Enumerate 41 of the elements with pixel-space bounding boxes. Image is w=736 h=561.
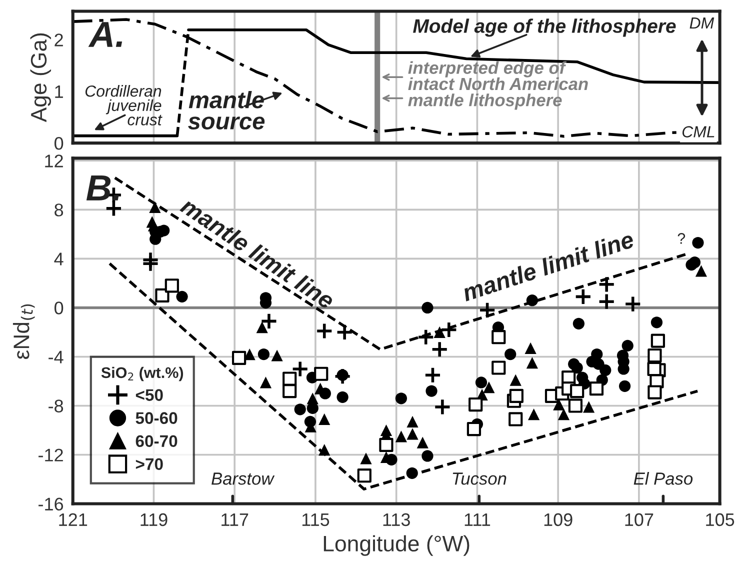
x-axis-title: Longitude (°W) <box>324 535 470 556</box>
annotation: ? <box>678 233 686 244</box>
x-tick-label: 121 <box>59 513 88 526</box>
x-tick-label: 115 <box>302 513 330 526</box>
y-tick-label: -12 <box>38 448 63 462</box>
y-tick-label: 0 <box>54 302 64 314</box>
y-tick-label: -4 <box>48 350 64 364</box>
legend-label: 60-70 <box>136 435 178 448</box>
annotation: Model age of the lithosphere <box>413 18 676 37</box>
x-tick-label: 113 <box>383 513 410 526</box>
annotation: El Paso <box>634 472 693 485</box>
annotation: DM <box>690 18 714 29</box>
y-tick-label: 0 <box>54 136 64 150</box>
annotation: Cordilleran juvenile crust <box>85 85 162 126</box>
legend-label: 50-60 <box>136 412 178 424</box>
x-tick-label: 107 <box>625 513 654 526</box>
y-tick-label: 4 <box>54 252 64 266</box>
annotation: B. <box>86 176 119 200</box>
x-tick-label: 119 <box>140 513 168 526</box>
y-tick-label: -16 <box>38 498 64 510</box>
annotation: Barstow <box>212 472 275 485</box>
y-tick-label: 2 <box>54 34 63 46</box>
y-axis-title: Age (Ga) <box>30 33 52 122</box>
annotation: A. <box>88 22 122 47</box>
x-tick-label: 111 <box>464 513 490 526</box>
x-tick-label: 117 <box>222 513 248 526</box>
y-tick-label: -8 <box>48 400 64 412</box>
legend-title: SiO$_{2}$ (wt.%) <box>101 366 184 382</box>
y-tick-label: 8 <box>54 204 64 216</box>
x-tick-label: 105 <box>706 513 734 526</box>
y-tick-label: 1 <box>55 85 63 98</box>
y-axis-title: εNd$_{(t)}$ <box>12 304 35 360</box>
y-tick-label: 12 <box>45 154 63 168</box>
annotation: CML <box>682 126 714 138</box>
legend-label: >70 <box>136 458 163 470</box>
annotation: mantle limit line <box>460 230 635 302</box>
annotation: mantle source <box>188 91 265 130</box>
annotation: Tucson <box>452 472 506 485</box>
ref-line-label: interpreted edge of intact North American mantle lithosphere <box>408 61 588 110</box>
x-tick-label: 109 <box>544 513 572 526</box>
legend-label: <50 <box>136 389 163 401</box>
